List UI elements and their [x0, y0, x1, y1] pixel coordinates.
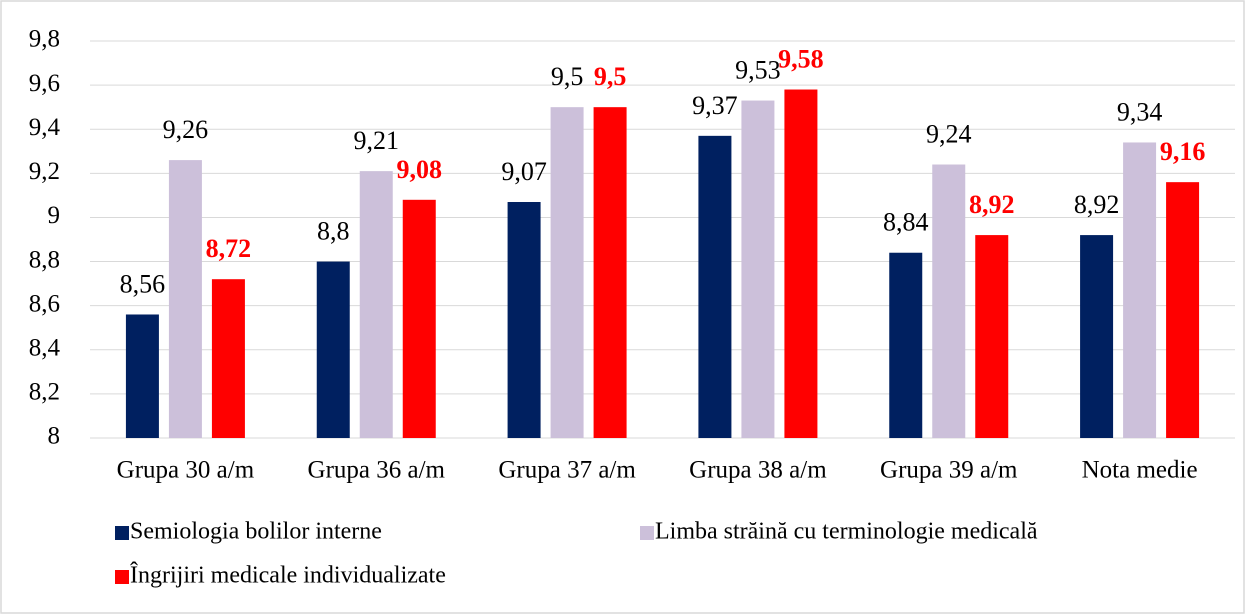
x-tick-label: Grupa 30 a/m	[117, 457, 255, 484]
bar	[125, 314, 159, 438]
y-tick-label: 8,6	[29, 290, 60, 317]
bar	[889, 252, 923, 438]
data-label: 8,84	[883, 208, 929, 237]
bar	[507, 202, 541, 438]
data-label: 8,8	[317, 217, 350, 246]
data-label: 9,34	[1117, 97, 1163, 126]
legend-swatch	[115, 570, 129, 584]
x-tick-label: Grupa 36 a/m	[308, 457, 446, 484]
bar	[211, 279, 245, 438]
data-label: 8,92	[1074, 190, 1120, 219]
data-label: 9,53	[735, 56, 781, 85]
bar	[1123, 142, 1157, 438]
data-label: 8,56	[120, 269, 166, 298]
data-label: 9,5	[551, 62, 584, 91]
y-tick-label: 8,4	[29, 335, 61, 362]
legend-label: Îngrijiri medicale individualizate	[130, 563, 446, 589]
data-label: 9,08	[397, 155, 443, 184]
x-tick-label: Grupa 38 a/m	[689, 457, 827, 484]
data-label: 9,16	[1160, 137, 1206, 166]
bar	[550, 107, 584, 439]
bar	[316, 261, 350, 438]
bar	[784, 89, 818, 439]
bar	[1166, 182, 1200, 438]
data-label: 8,72	[206, 234, 252, 263]
bar	[593, 107, 627, 439]
data-label: 9,26	[163, 115, 209, 144]
bar	[359, 171, 393, 438]
bar	[932, 164, 966, 438]
data-label: 9,21	[354, 126, 400, 155]
data-label: 8,92	[969, 190, 1015, 219]
y-tick-label: 9,8	[29, 26, 60, 53]
x-tick-label: Grupa 37 a/m	[498, 457, 636, 484]
y-tick-label: 9,4	[29, 114, 61, 141]
data-label: 9,5	[594, 62, 627, 91]
data-label: 9,37	[692, 91, 738, 120]
y-tick-label: 8,2	[29, 379, 60, 406]
x-tick-label: Nota medie	[1082, 457, 1198, 484]
data-label: 9,24	[926, 119, 972, 148]
bar	[168, 160, 202, 438]
bar	[741, 100, 775, 439]
bar	[402, 199, 436, 438]
legend-swatch	[115, 526, 129, 540]
y-tick-label: 9,6	[29, 70, 60, 97]
bar	[698, 135, 732, 439]
bar	[1080, 235, 1114, 438]
legend-label: Semiologia bolilor interne	[130, 519, 382, 545]
data-label: 9,58	[778, 44, 824, 73]
y-tick-label: 9	[48, 202, 61, 229]
y-tick-label: 8,8	[29, 246, 60, 273]
legend-label: Limba străină cu terminologie medicală	[655, 519, 1038, 545]
x-tick-label: Grupa 39 a/m	[880, 457, 1018, 484]
y-tick-label: 9,2	[29, 158, 60, 185]
legend-swatch	[640, 526, 654, 540]
y-tick-label: 8	[48, 423, 61, 450]
data-label: 9,07	[501, 157, 547, 186]
bar	[975, 235, 1009, 438]
